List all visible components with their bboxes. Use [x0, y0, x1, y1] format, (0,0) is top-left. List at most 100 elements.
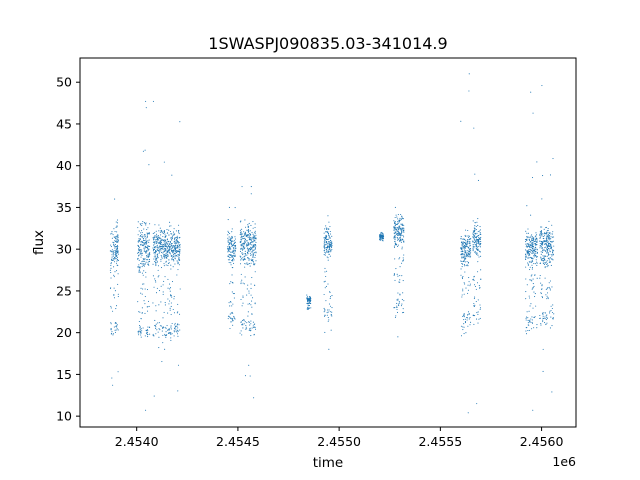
data-point: [252, 253, 254, 255]
data-point: [534, 238, 536, 240]
data-point: [252, 249, 254, 251]
data-point: [397, 238, 399, 241]
data-point: [233, 297, 235, 299]
data-point: [116, 258, 119, 261]
data-point: [117, 239, 119, 241]
data-point: [542, 348, 544, 350]
data-point: [394, 236, 396, 238]
data-point: [527, 262, 529, 264]
data-point: [138, 239, 140, 241]
data-point: [461, 257, 463, 259]
data-point: [464, 234, 466, 236]
data-point: [239, 240, 241, 242]
data-point: [475, 288, 477, 290]
data-point: [246, 262, 248, 264]
data-point: [478, 243, 480, 245]
data-point: [115, 255, 117, 257]
data-point: [548, 282, 550, 284]
data-point: [176, 237, 178, 239]
data-point: [139, 238, 141, 240]
data-point: [140, 244, 142, 246]
data-point: [329, 311, 331, 313]
data-point: [254, 302, 256, 304]
data-point: [308, 305, 311, 307]
data-point: [472, 230, 474, 232]
data-point: [531, 328, 533, 330]
data-point: [242, 282, 244, 284]
data-point: [307, 308, 309, 310]
data-point: [397, 218, 399, 220]
data-point: [460, 236, 462, 238]
data-point: [173, 335, 175, 337]
data-point: [535, 250, 537, 252]
data-point: [245, 325, 247, 327]
data-point: [233, 259, 235, 261]
data-point: [401, 224, 403, 226]
data-point: [472, 220, 474, 222]
data-point: [464, 243, 466, 245]
data-point: [551, 325, 553, 327]
data-point: [139, 251, 141, 253]
data-point: [397, 228, 399, 230]
data-point: [179, 329, 181, 331]
data-point: [475, 239, 477, 241]
data-point: [230, 281, 232, 283]
data-point: [472, 247, 474, 249]
data-point: [111, 232, 113, 234]
data-point: [234, 236, 236, 238]
data-point: [549, 280, 551, 282]
data-point: [468, 276, 470, 279]
data-point: [110, 250, 112, 252]
data-point: [174, 237, 176, 239]
data-point: [329, 291, 331, 293]
data-point: [112, 334, 114, 336]
data-point: [160, 325, 162, 327]
data-point: [468, 313, 470, 316]
data-point: [472, 236, 474, 238]
data-point: [543, 263, 546, 266]
data-point: [547, 250, 549, 252]
data-point: [169, 328, 171, 330]
data-point: [114, 230, 116, 233]
data-point: [527, 257, 529, 259]
data-point: [545, 239, 548, 241]
data-point: [178, 244, 181, 246]
data-point: [139, 238, 141, 241]
data-point: [476, 235, 478, 237]
data-point: [246, 328, 248, 330]
data-point: [463, 282, 465, 284]
data-point: [535, 235, 537, 237]
data-point: [233, 253, 235, 255]
data-point: [542, 317, 544, 319]
data-point: [470, 251, 472, 253]
data-point: [464, 321, 466, 323]
data-point: [398, 304, 400, 307]
data-point: [535, 238, 537, 240]
data-point: [328, 245, 330, 247]
data-point: [114, 329, 116, 331]
data-point: [461, 249, 463, 251]
data-point: [113, 254, 115, 256]
data-point: [547, 257, 549, 260]
data-point: [527, 322, 529, 324]
data-point: [531, 268, 533, 270]
data-point: [382, 240, 384, 242]
data-point: [475, 247, 477, 249]
data-point: [550, 310, 552, 312]
data-point: [168, 244, 170, 246]
data-point: [164, 326, 166, 328]
data-point: [164, 333, 166, 335]
data-point: [530, 91, 532, 93]
data-point: [140, 334, 142, 336]
data-point: [533, 251, 535, 253]
data-point: [526, 244, 528, 246]
data-point: [146, 259, 148, 261]
data-point: [467, 256, 469, 258]
data-point: [252, 321, 254, 323]
data-point: [140, 332, 142, 334]
data-point: [399, 239, 401, 241]
data-point: [137, 246, 140, 248]
data-point: [325, 239, 327, 241]
data-point: [245, 245, 247, 247]
data-point: [550, 316, 552, 318]
